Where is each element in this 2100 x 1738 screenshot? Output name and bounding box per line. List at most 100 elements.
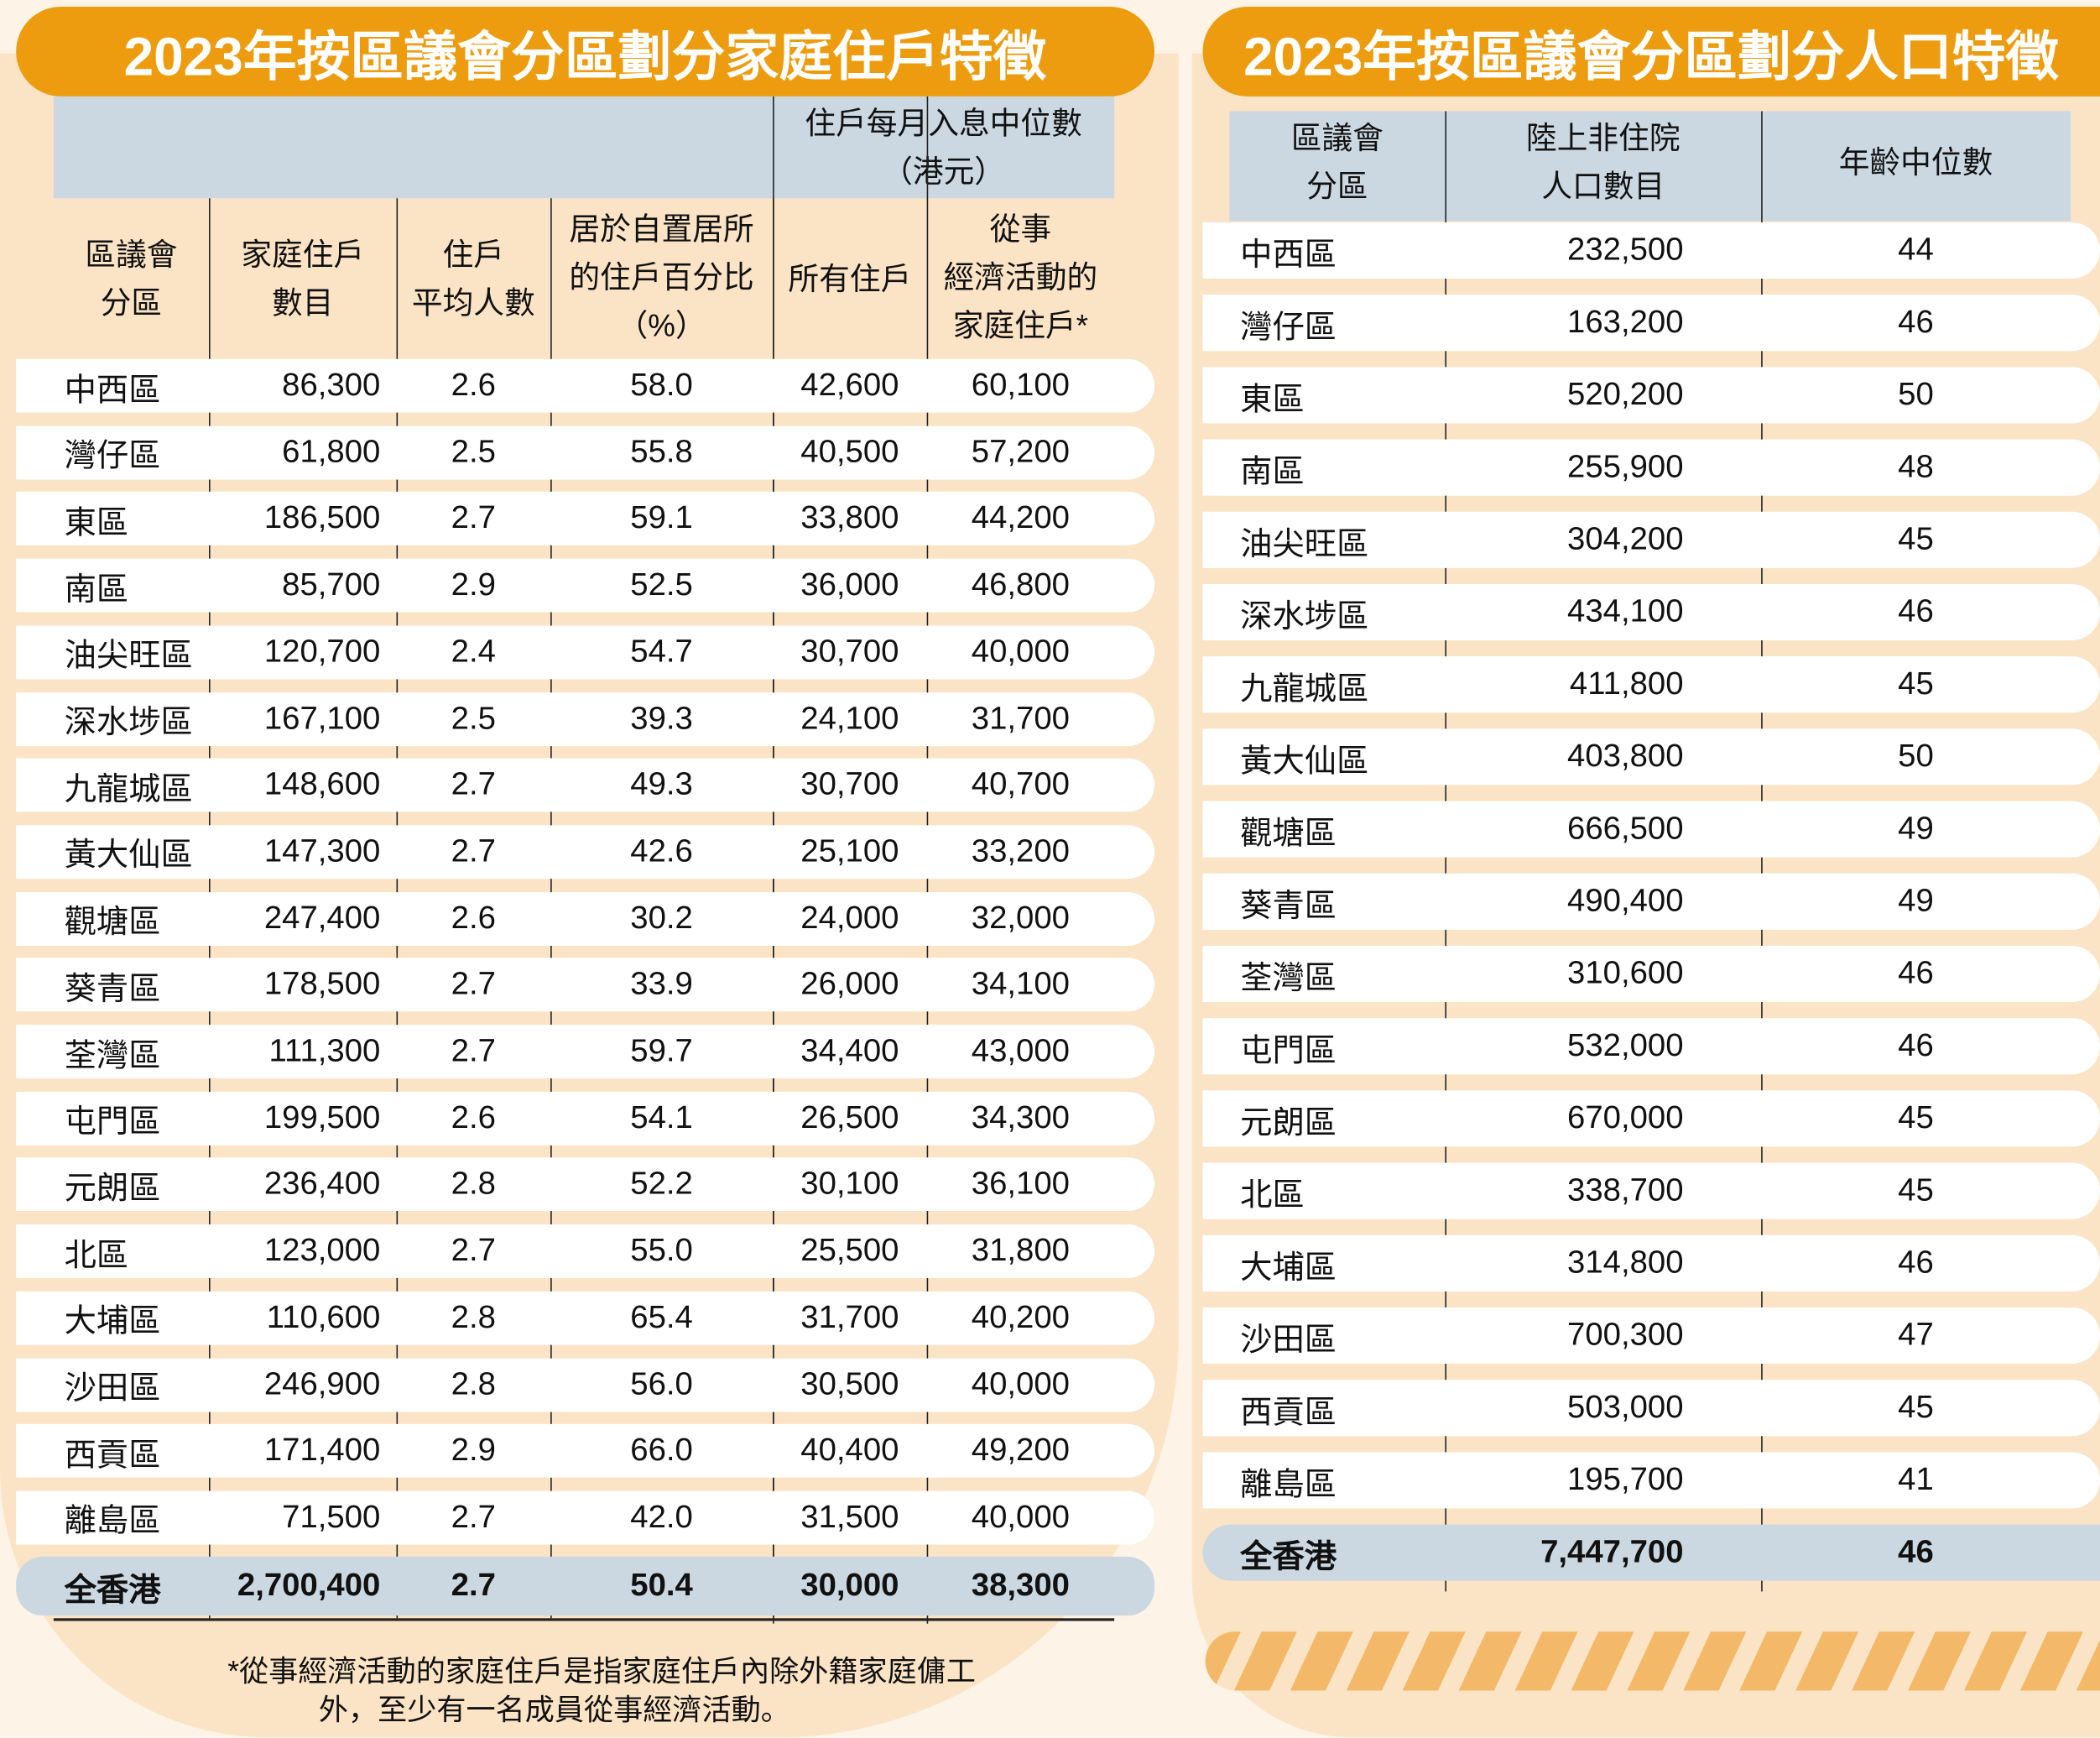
- cell-value: 46: [1898, 304, 1934, 341]
- table-row: [16, 1157, 1155, 1212]
- cell-value: 25,500: [800, 1232, 899, 1269]
- cell-value: 195,700: [1567, 1461, 1684, 1498]
- district-name: 觀塘區: [64, 904, 161, 941]
- cell-value: 58.0: [630, 367, 693, 404]
- cell-value: 120,700: [263, 633, 381, 670]
- cell-value: 25,100: [800, 832, 899, 869]
- cell-value: 39.3: [630, 700, 693, 737]
- cell-value: 2.6: [451, 367, 496, 404]
- district-name: 油尖旺區: [1240, 525, 1369, 562]
- cell-value: 46: [1898, 593, 1934, 630]
- cell-value: 46: [1898, 1027, 1934, 1064]
- cell-value: 148,600: [263, 766, 381, 803]
- table-row: [1202, 801, 2100, 858]
- footnote-line-1: *從事經濟活動的家庭住戶是指家庭住戶內除外籍家庭傭工: [227, 1654, 977, 1688]
- column-header: 住戶 平均人數: [411, 237, 535, 321]
- cell-value: 411,800: [1569, 665, 1684, 702]
- cell-value: 178,500: [263, 966, 381, 1003]
- cell-value: 2.7: [451, 1499, 496, 1536]
- column-header: 陸上非住院 人口數目: [1525, 120, 1681, 204]
- table-row: [16, 1357, 1155, 1412]
- cell-value: 40,700: [971, 766, 1070, 803]
- cell-value: 2.7: [451, 766, 496, 803]
- header-band: [53, 96, 1115, 199]
- table-row: [1202, 1380, 2100, 1437]
- district-name: 大埔區: [1240, 1249, 1337, 1286]
- cell-value: 236,400: [263, 1166, 381, 1203]
- cell-value: 46: [1898, 1244, 1934, 1281]
- cell-value: 54.1: [630, 1099, 693, 1136]
- table-row: [16, 425, 1155, 479]
- table-row: [1202, 873, 2100, 930]
- header-band: [1229, 111, 2071, 222]
- cell-value: 40,000: [971, 1499, 1070, 1536]
- table-row: [1202, 367, 2100, 424]
- cell-value: 123,000: [263, 1232, 381, 1269]
- cell-value: 59.7: [630, 1032, 693, 1069]
- cell-value: 34,100: [971, 966, 1070, 1003]
- table-row: [1202, 656, 2100, 713]
- table-row: [16, 891, 1155, 946]
- cell-value: 44,200: [971, 500, 1070, 537]
- income-group-unit: （港元）: [882, 154, 1006, 190]
- table-row: [1202, 1452, 2100, 1509]
- cell-value: 24,000: [800, 900, 899, 937]
- cell-value: 45: [1898, 520, 1934, 558]
- population-title: 2023年按區議會分區劃分人口特徵: [1202, 6, 2100, 97]
- cell-value: 60,100: [971, 367, 1070, 404]
- cell-value: 490,400: [1567, 882, 1684, 920]
- column-header: 年齡中位數: [1838, 144, 1993, 180]
- table-row: [1202, 439, 2100, 496]
- district-name: 九龍城區: [1240, 670, 1369, 707]
- income-group-header: 住戶每月入息中位數: [805, 106, 1082, 141]
- cell-value: 2.6: [451, 1099, 496, 1136]
- cell-value: 2.7: [451, 966, 496, 1003]
- district-name: 元朗區: [64, 1170, 161, 1208]
- cell-value: 50.4: [630, 1567, 693, 1604]
- table-row: [16, 558, 1155, 613]
- cell-value: 52.2: [630, 1166, 693, 1203]
- cell-value: 50: [1898, 738, 1934, 775]
- cell-value: 31,700: [800, 1299, 899, 1336]
- cell-value: 2.8: [451, 1365, 496, 1402]
- cell-value: 30,000: [800, 1567, 899, 1604]
- household-title: 2023年按區議會分區劃分家庭住戶特徵: [16, 6, 1155, 97]
- cell-value: 2.8: [451, 1299, 496, 1336]
- table-row: [16, 1291, 1155, 1345]
- cell-value: 199,500: [263, 1099, 381, 1136]
- cell-value: 338,700: [1567, 1172, 1684, 1208]
- total-row: [16, 1556, 1155, 1616]
- cell-value: 45: [1898, 1389, 1934, 1426]
- cell-value: 503,000: [1567, 1389, 1684, 1426]
- cell-value: 38,300: [971, 1567, 1070, 1604]
- district-name: 沙田區: [1240, 1321, 1337, 1358]
- district-name: 灣仔區: [64, 438, 161, 475]
- cell-value: 111,300: [268, 1032, 381, 1069]
- cell-value: 30.2: [630, 900, 693, 937]
- column-header: 區議會 分區: [1290, 120, 1383, 204]
- cell-value: 30,700: [800, 766, 899, 803]
- table-row: [1202, 222, 2100, 279]
- cell-value: 2.7: [451, 832, 496, 869]
- cell-value: 40,500: [800, 433, 899, 470]
- cell-value: 46: [1898, 955, 1934, 992]
- cell-value: 110,600: [266, 1299, 381, 1336]
- cell-value: 56.0: [630, 1365, 693, 1402]
- table-row: [16, 692, 1155, 746]
- cell-value: 47: [1898, 1317, 1934, 1354]
- cell-value: 30,100: [800, 1166, 899, 1203]
- cell-value: 43,000: [971, 1032, 1070, 1069]
- table-row: [16, 825, 1155, 879]
- table-row: [1202, 511, 2100, 568]
- cell-value: 2.5: [451, 700, 496, 737]
- footnote-line-2: 外，至少有一名成員從事經濟活動。: [318, 1693, 790, 1727]
- table-row: [1202, 1090, 2100, 1147]
- cell-value: 7,447,700: [1540, 1533, 1684, 1570]
- cell-value: 66.0: [630, 1432, 693, 1469]
- district-name: 黃大仙區: [64, 838, 193, 874]
- cell-value: 57,200: [971, 433, 1070, 470]
- cell-value: 30,500: [800, 1365, 899, 1402]
- decorative-stripes: [1205, 1631, 2100, 1691]
- table-row: [16, 625, 1155, 679]
